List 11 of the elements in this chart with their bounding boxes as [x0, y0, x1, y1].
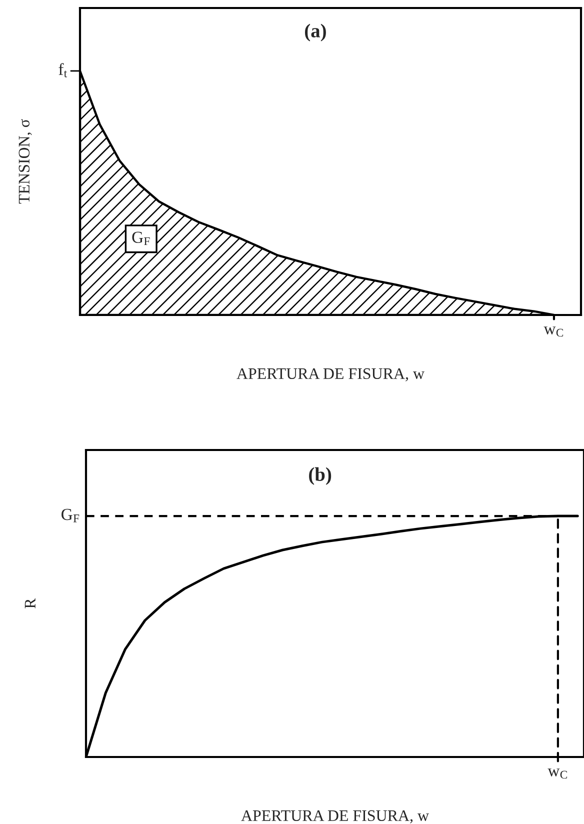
chart-title: (a)	[304, 24, 326, 42]
x-axis-title: APERTURA DE FISURA, w	[241, 810, 429, 824]
text: f$_{t}$	[58, 63, 68, 78]
chart-title: (b)	[309, 467, 332, 485]
y-axis-title: TENSION, σ	[18, 119, 32, 204]
text: w$_{C}$	[548, 768, 568, 779]
ref-line-label: G$_{F}$	[62, 508, 80, 522]
text: w$_{C}$	[544, 326, 564, 337]
x-axis-title: APERTURA DE FISURA, w	[236, 368, 424, 382]
y-axis-title: R	[24, 598, 36, 608]
annotation: G$_{F}$	[132, 232, 150, 246]
